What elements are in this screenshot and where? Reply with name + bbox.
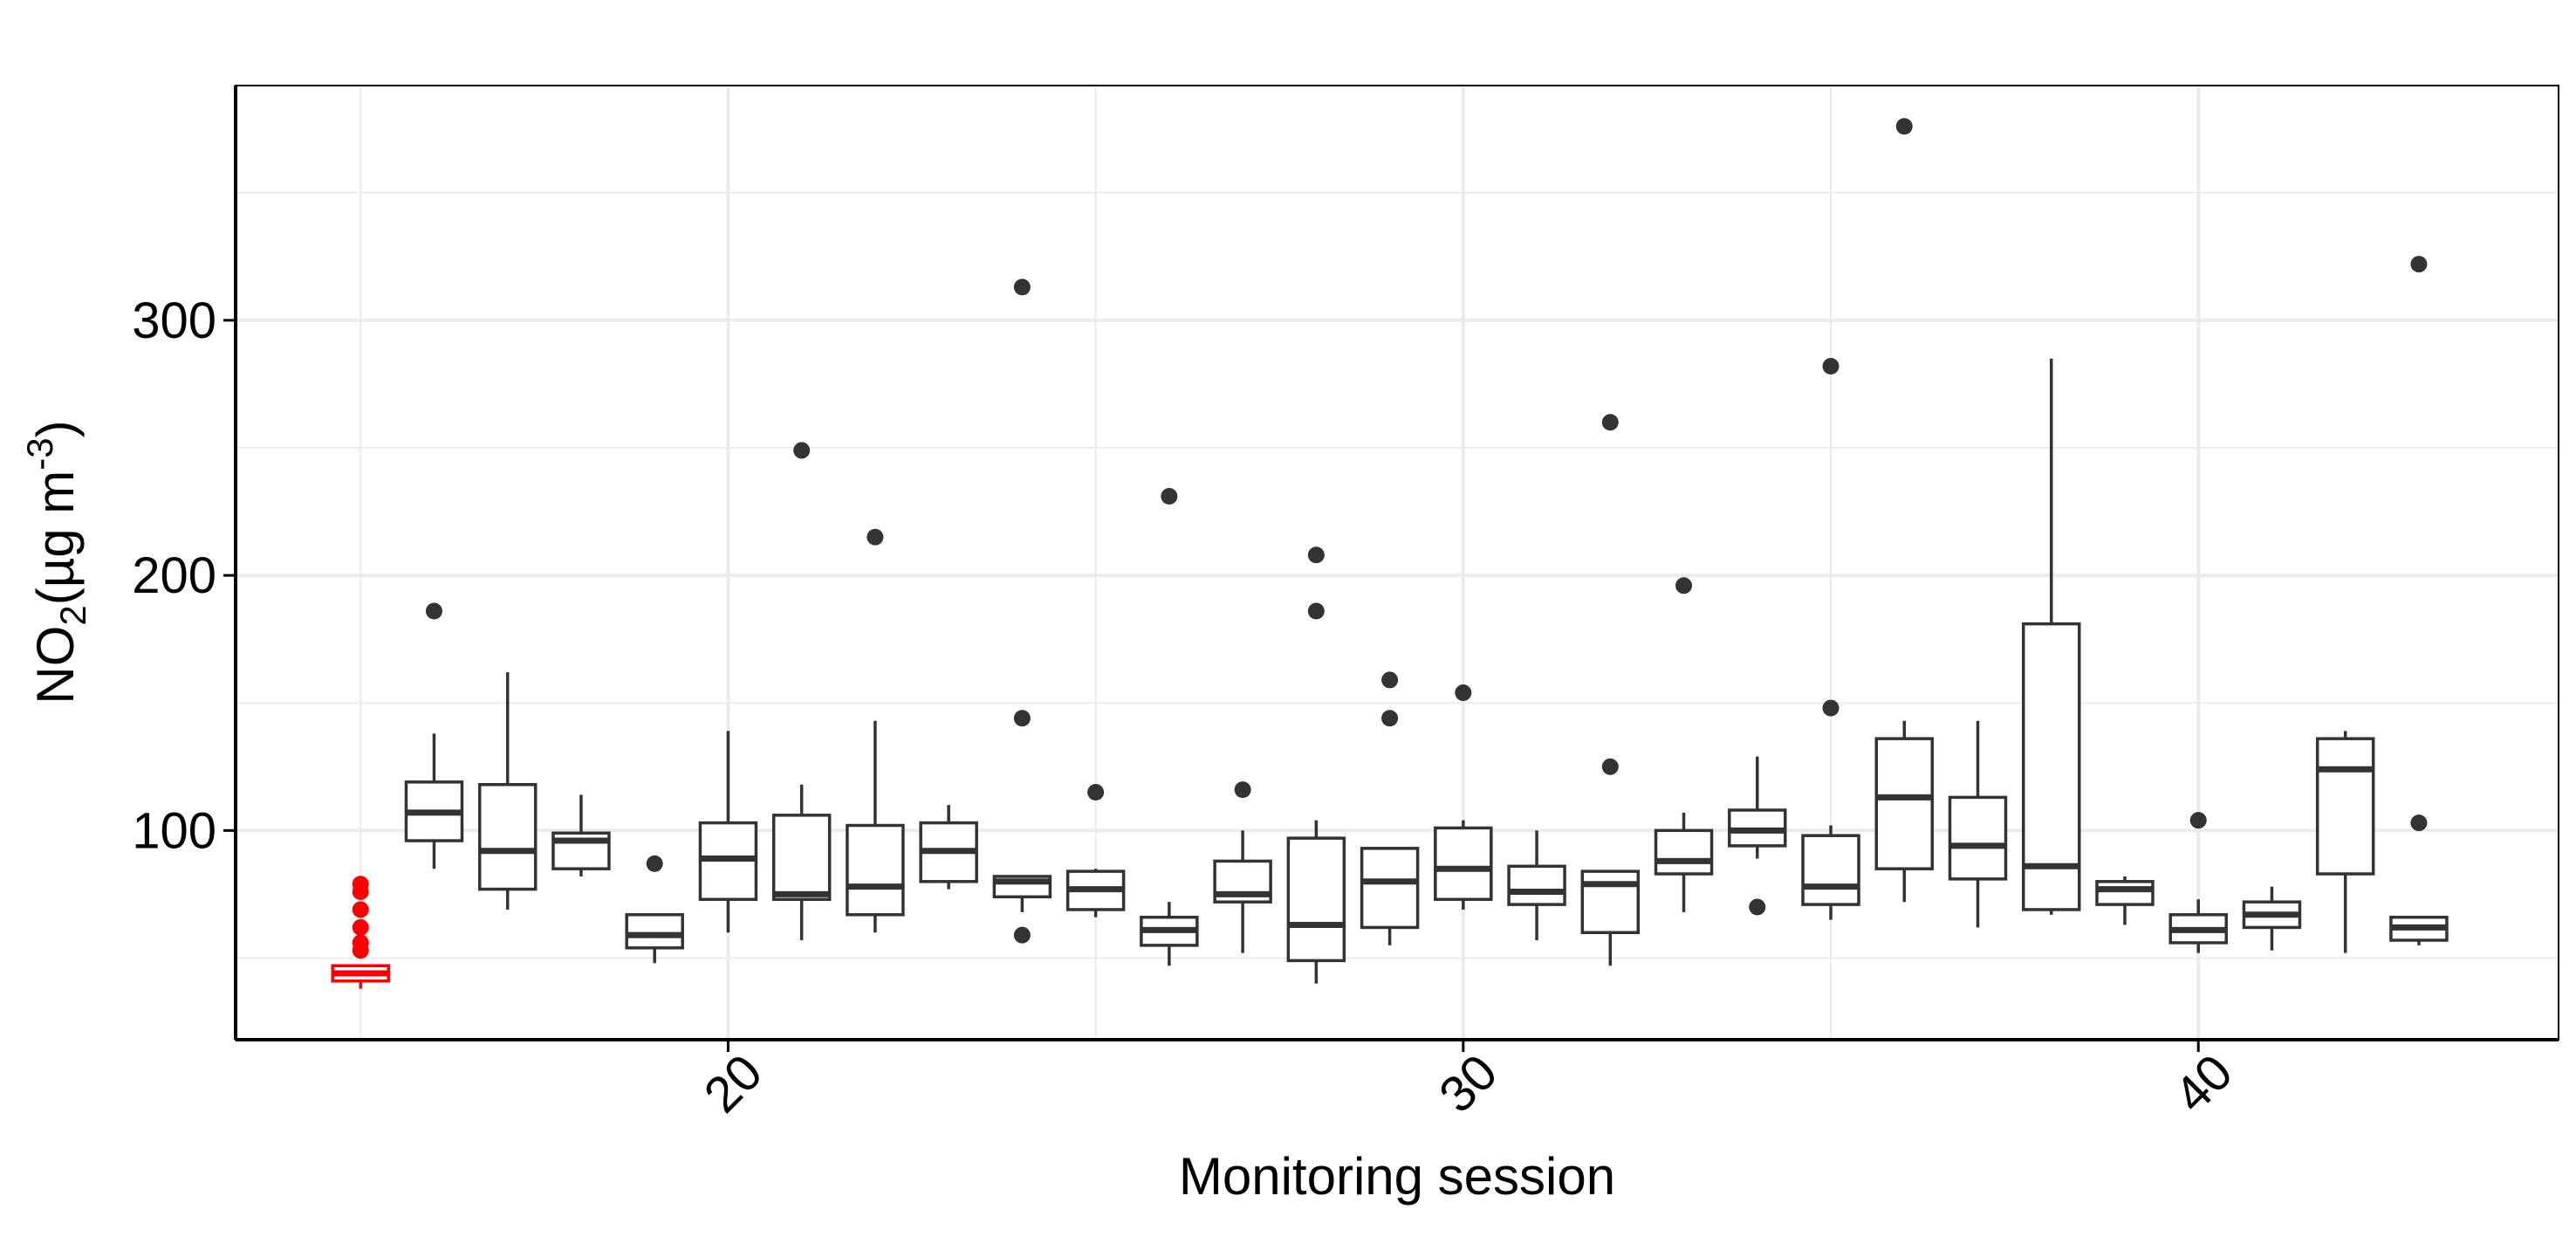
box-session-25 (1065, 784, 1126, 917)
x-tick-label: 30 (1428, 1044, 1509, 1124)
box-session-36 (1874, 118, 1935, 903)
y-axis-title-main: NO (26, 626, 85, 704)
box-iqr (477, 783, 538, 891)
box-session-28 (1286, 546, 1346, 984)
outlier-point (352, 918, 369, 936)
outlier-point (2410, 256, 2428, 273)
box-session-41 (2242, 886, 2302, 951)
box-session-29 (1360, 671, 1420, 945)
box-iqr (1360, 847, 1420, 930)
outlier-point (2410, 814, 2428, 832)
x-tick-label: 20 (693, 1044, 773, 1124)
box-session-23 (919, 805, 978, 890)
y-axis-title-sup: -3 (19, 437, 60, 470)
box-iqr (2021, 622, 2081, 911)
box-iqr (2315, 737, 2375, 876)
outlier-point (1601, 758, 1619, 775)
major-gridlines (236, 86, 2559, 1040)
box-session-27 (1213, 781, 1272, 953)
outlier-point (1087, 784, 1105, 801)
outlier-point (352, 901, 369, 918)
outlier-point (1234, 781, 1251, 799)
y-axis-title-sub: 2 (52, 605, 93, 625)
y-axis-title-unit-close: ) (26, 420, 85, 437)
outlier-point (1307, 602, 1325, 620)
outlier-point (1307, 546, 1325, 564)
box-session-19 (625, 855, 684, 964)
outlier-point (1895, 118, 1913, 135)
box-session-21 (771, 442, 832, 941)
outlier-point (646, 855, 663, 872)
box-series (331, 118, 2449, 989)
box-iqr (1580, 869, 1641, 935)
box-iqr (2095, 880, 2155, 906)
outlier-point (793, 442, 811, 459)
outlier-point (1822, 357, 1840, 375)
y-tick-label: 200 (132, 547, 216, 604)
box-iqr (1801, 834, 1860, 906)
box-session-26 (1140, 488, 1199, 966)
outlier-point (425, 602, 442, 620)
box-session-17 (477, 672, 538, 910)
box-iqr (1654, 828, 1714, 876)
box-session-30 (1434, 684, 1493, 910)
box-session-34 (1728, 756, 1787, 916)
outlier-point (1601, 414, 1619, 431)
outlier-point (352, 876, 369, 893)
outlier-point (2189, 812, 2207, 829)
box-session-18 (552, 794, 611, 876)
box-session-31 (1507, 830, 1566, 941)
box-session-37 (1948, 720, 2008, 928)
outlier-point (1013, 710, 1031, 727)
box-session-43 (2389, 256, 2449, 945)
outlier-point (1749, 898, 1766, 916)
box-session-40 (2168, 812, 2228, 953)
outlier-point (1675, 577, 1693, 594)
y-tick-labels: 100 200 300 (132, 292, 216, 859)
box-session-20 (698, 731, 758, 933)
y-tick-label: 100 (132, 802, 216, 859)
box-iqr (625, 913, 684, 950)
outlier-point (1381, 710, 1399, 727)
box-session-15 (331, 876, 390, 989)
minor-gridlines (236, 86, 2559, 1040)
outlier-point (867, 528, 884, 546)
box-iqr (1948, 795, 2008, 881)
box-session-39 (2095, 876, 2155, 925)
box-iqr (1874, 737, 1935, 870)
outlier-point (1381, 671, 1399, 689)
box-session-24 (992, 278, 1052, 944)
box-session-16 (404, 602, 464, 869)
box-iqr (1507, 864, 1566, 906)
x-tick-label: 40 (2163, 1044, 2244, 1124)
y-axis-title-unit-open: (µg m (26, 471, 85, 606)
outlier-point (1013, 278, 1031, 296)
box-session-35 (1801, 357, 1860, 920)
y-axis-title: NO2(µg m-3) (19, 420, 93, 704)
box-session-32 (1580, 414, 1641, 966)
box-iqr (771, 814, 832, 902)
box-session-38 (2021, 358, 2081, 915)
x-tick-labels: 20 30 40 (693, 1044, 2243, 1124)
axes (223, 85, 2559, 1052)
y-tick-label: 300 (132, 292, 216, 349)
outlier-point (1013, 926, 1031, 944)
box-session-42 (2315, 731, 2375, 953)
outlier-point (1822, 699, 1840, 717)
outlier-point (1455, 684, 1472, 702)
box-session-33 (1654, 577, 1714, 912)
outlier-point (352, 934, 369, 952)
x-axis-title: Monitoring session (1179, 1147, 1615, 1206)
box-iqr (1286, 836, 1346, 963)
box-iqr (846, 823, 905, 917)
outlier-point (1161, 488, 1178, 505)
box-iqr (1434, 826, 1493, 902)
box-session-22 (846, 528, 905, 933)
